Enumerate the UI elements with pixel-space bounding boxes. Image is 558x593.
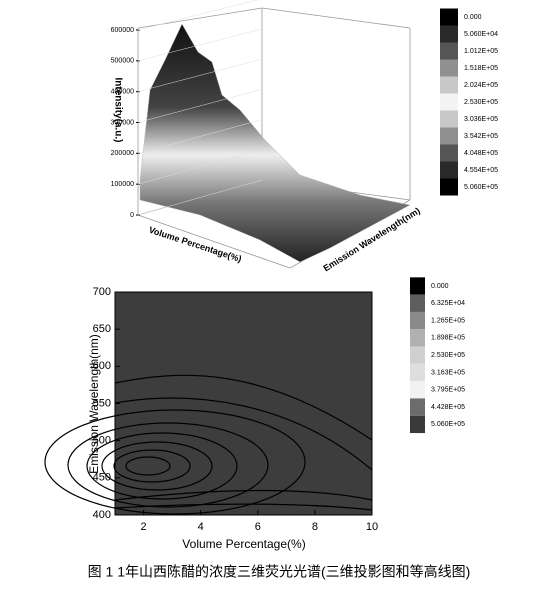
colorbar-swatch xyxy=(410,415,425,434)
colorbar-label: 2.530E+05 xyxy=(431,352,465,359)
colorbar-label: 0.000 xyxy=(431,283,449,290)
z-tick-label: 600000 xyxy=(111,27,134,34)
colorbar-label: 4.554E+05 xyxy=(464,167,498,174)
z-tick-label: 0 xyxy=(130,212,134,219)
grid-line xyxy=(137,89,263,123)
colorbar-swatch xyxy=(410,363,425,382)
grid-line xyxy=(137,149,263,185)
x-axis-label: Volume Percentage(%) xyxy=(182,537,305,551)
y-tick-label: 550 xyxy=(93,397,111,409)
colorbar-swatch xyxy=(410,346,425,364)
z-axis-label: Intensity(a.u.) xyxy=(112,77,123,142)
colorbar-label: 2.024E+05 xyxy=(464,82,498,89)
y-axis-label: Emission Wavelength(nm) xyxy=(87,334,101,474)
colorbar-label: 4.428E+05 xyxy=(431,404,465,411)
y-tick-label: 700 xyxy=(93,286,111,298)
colorbar-swatch xyxy=(410,294,425,312)
colorbar-swatch xyxy=(440,59,458,77)
z-tick-label: 500000 xyxy=(111,58,134,65)
x-axis-label: Volume Percentage(%) xyxy=(148,225,243,264)
z-tick-label: 400000 xyxy=(111,89,134,96)
colorbar-swatch xyxy=(440,144,458,162)
grid-line xyxy=(137,28,263,62)
x-tick-label: 2 xyxy=(140,521,146,533)
grid-line xyxy=(137,58,263,92)
z-tick-label: 200000 xyxy=(111,150,134,157)
x-tick-label: 8 xyxy=(312,521,318,533)
colorbar-label: 5.060E+04 xyxy=(464,31,498,38)
colorbar-swatch xyxy=(440,110,458,128)
colorbar-label: 5.060E+05 xyxy=(431,421,465,428)
y-tick-label: 650 xyxy=(93,323,111,335)
colorbar-label: 4.048E+05 xyxy=(464,150,498,157)
colorbar-swatch xyxy=(410,311,425,330)
grid-line xyxy=(137,179,263,216)
x-tick-label: 6 xyxy=(255,521,261,533)
colorbar-label: 1.265E+05 xyxy=(431,317,465,324)
colorbar-swatch xyxy=(410,398,425,416)
contour-plot-area xyxy=(114,291,373,516)
y-tick-label: 500 xyxy=(93,435,111,447)
caption: 图 1 1年山西陈醋的浓度三维荧光光谱(三维投影图和等高线图) xyxy=(88,564,471,580)
colorbar-swatch xyxy=(410,381,425,399)
colorbar-label: 3.036E+05 xyxy=(464,116,498,123)
colorbar-swatch xyxy=(440,178,458,196)
colorbar-swatch xyxy=(410,277,425,295)
colorbar-swatch xyxy=(440,161,458,179)
y-tick-label: 400 xyxy=(93,509,111,521)
colorbar-label: 6.325E+04 xyxy=(431,300,465,307)
colorbar-swatch xyxy=(440,25,458,43)
grid-line xyxy=(137,0,258,31)
colorbar-label: 5.060E+05 xyxy=(464,184,498,191)
colorbar-label: 2.530E+05 xyxy=(464,99,498,106)
colorbar-label: 1.898E+05 xyxy=(431,335,465,342)
x-tick-label: 4 xyxy=(198,521,204,533)
y-tick-label: 600 xyxy=(93,360,111,372)
z-tick-label: 100000 xyxy=(111,181,134,188)
colorbar-label: 3.542E+05 xyxy=(464,133,498,140)
surface xyxy=(139,23,411,263)
colorbar-swatch xyxy=(440,42,458,60)
z-tick-label: 300000 xyxy=(111,119,134,126)
contour-lines xyxy=(44,374,373,515)
colorbar-label: 1.012E+05 xyxy=(464,48,498,55)
colorbar-swatch xyxy=(440,8,458,26)
colorbar-swatch xyxy=(440,127,458,145)
x-tick-label: 10 xyxy=(366,521,378,533)
colorbar-label: 3.795E+05 xyxy=(431,387,465,394)
colorbar-swatch xyxy=(410,329,425,347)
colorbar-swatch xyxy=(440,93,458,111)
y-tick-label: 450 xyxy=(93,472,111,484)
grid-line xyxy=(137,119,263,154)
colorbar-label: 0.000 xyxy=(464,14,482,21)
colorbar-label: 3.163E+05 xyxy=(431,369,465,376)
colorbar-swatch xyxy=(440,76,458,94)
colorbar-label: 1.518E+05 xyxy=(464,65,498,72)
